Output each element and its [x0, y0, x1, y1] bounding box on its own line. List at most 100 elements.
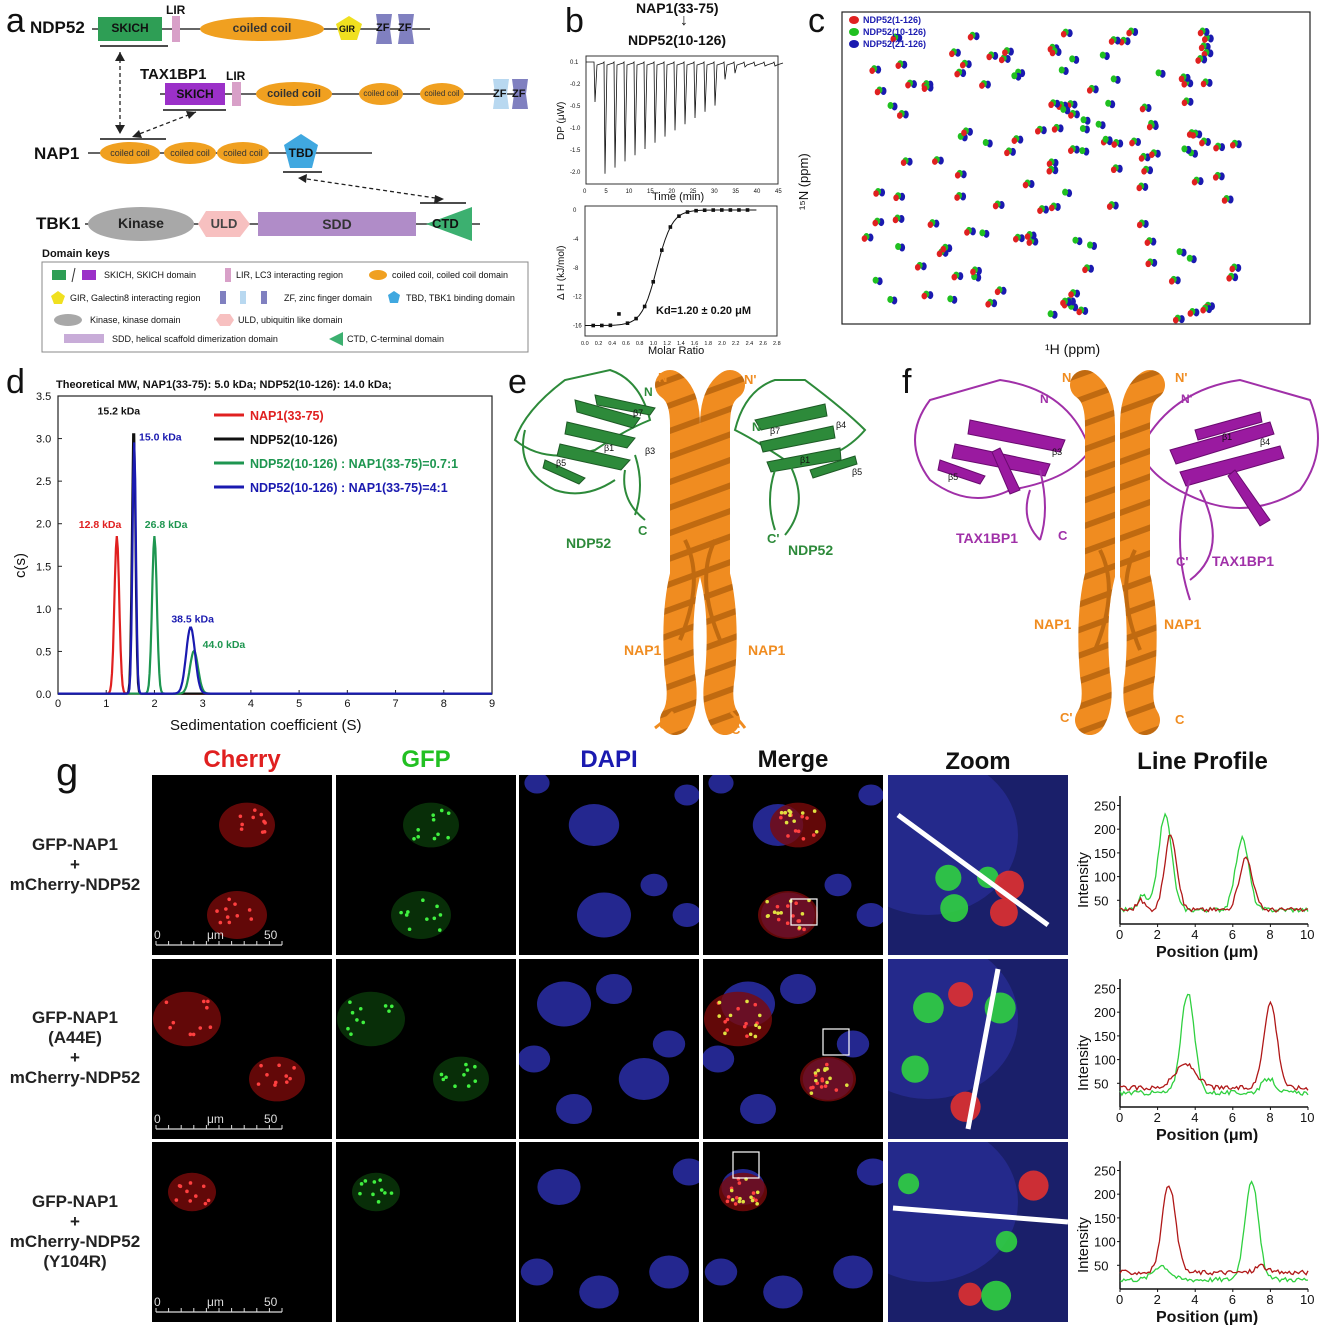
profile-xtick: 10: [1300, 1110, 1314, 1125]
nmr-peak: [1181, 81, 1188, 88]
profile-xtick: 6: [1229, 927, 1236, 942]
auc-ytick: 1.0: [36, 604, 51, 616]
nmr-peak: [967, 33, 974, 41]
profile-xtick: 2: [1154, 1110, 1161, 1125]
row3-label: GFP-NAP1 + mCherry-NDP52 (Y104R): [9, 1192, 141, 1271]
e-b3-left: β3: [645, 446, 656, 456]
nmr-peak: [1139, 105, 1146, 113]
auc-ytick: 3.0: [36, 434, 51, 446]
header-gfp: GFP: [401, 746, 451, 773]
panel-label-g: g: [56, 750, 79, 794]
tax1bp1-nap1-crystal-structure: [914, 370, 1319, 735]
f-b1-right: β1: [1222, 432, 1233, 442]
nmr-peak: [1221, 197, 1228, 204]
nmr-peak: [872, 219, 879, 227]
auc-series-line: [58, 536, 492, 695]
nmr-ylabel: ¹⁵N (ppm): [796, 153, 811, 210]
profile-ytick: 150: [1094, 846, 1116, 861]
itc-bottom-ytick: -16: [573, 324, 582, 330]
itc-bottom-xtick: 0.0: [581, 341, 589, 347]
f-c-prime-label: C': [1176, 554, 1189, 569]
itc-bottom-ylabel: Δ H (kJ/mol): [556, 245, 567, 300]
nmr-peak: [1197, 29, 1204, 37]
nmr-peak: [1046, 160, 1053, 168]
auc-ytick: 2.5: [36, 476, 51, 488]
e-c-bottom: C: [731, 722, 741, 737]
nmr-peak: [874, 88, 881, 96]
nmr-peak: [1145, 260, 1152, 268]
nmr-peak: [1024, 233, 1031, 240]
e-c-label: C: [638, 523, 648, 538]
key-lir: LIR, LC3 interacting region: [236, 270, 344, 280]
profile-xtick: 0: [1116, 927, 1123, 942]
line-profile-plot: 50 100 150 200 250 0 2 4 6 8 10 Intensity Position (…: [1076, 1161, 1314, 1325]
profile-cherry-line: [1119, 834, 1309, 913]
scale-max: 50: [264, 1295, 278, 1309]
f-n-prime-label: N': [1175, 370, 1188, 385]
nmr-peak: [905, 81, 911, 89]
tax1bp1-lir: [232, 82, 241, 106]
nmr-peak: [1176, 248, 1183, 256]
itc-bottom-xtick: 2.4: [746, 341, 754, 347]
itc-data-point: [745, 208, 750, 212]
auc-xtick: 1: [103, 698, 109, 710]
key-ctd: CTD, C-terminal domain: [347, 334, 445, 344]
micrograph-cherry: 0 μm 50: [152, 775, 332, 955]
f-nap1-right-label: NAP1: [1164, 616, 1202, 632]
auc-xtick: 0: [55, 698, 61, 710]
itc-bottom-xtick: 2.8: [773, 341, 781, 347]
itc-top-xlabel: Time (min): [652, 191, 705, 203]
nmr-peak: [1129, 139, 1135, 147]
auc-ytick: 1.5: [36, 561, 51, 573]
profile-ytick: 250: [1094, 981, 1116, 996]
e-b1-left: β1: [604, 443, 615, 453]
nmr-legend-marker: [849, 16, 859, 24]
e-ndp52-n-prime-label: N': [752, 420, 764, 434]
zoom-profile-line: [965, 968, 1001, 1130]
nmr-peak: [1048, 204, 1055, 212]
nmr-peak: [887, 295, 894, 303]
itc-bottom-xtick: 1.8: [704, 341, 712, 347]
micrograph-gfp: [336, 775, 516, 955]
nmr-peak: [1155, 69, 1162, 77]
auc-series-line: [58, 433, 492, 695]
panel-label-b: b: [565, 2, 584, 40]
profile-xtick: 4: [1191, 1292, 1198, 1307]
tbk1-label: TBK1: [36, 214, 81, 233]
nmr-peak: [1079, 124, 1086, 132]
auc-ytick: 0.5: [36, 646, 51, 658]
nmr-peak: [1200, 306, 1206, 314]
itc-data-point: [660, 248, 664, 252]
tax1bp1-coil3-label: coiled coil: [424, 89, 460, 98]
itc-bottom-xtick: 0.8: [636, 341, 644, 347]
tbk1-ctd-label: CTD: [432, 216, 459, 231]
auc-title: Theoretical MW, NAP1(33-75): 5.0 kDa; ND…: [56, 379, 392, 391]
merge-zoom-box: [790, 898, 818, 926]
nmr-peak: [1136, 184, 1143, 192]
micrograph-gfp: [336, 1142, 516, 1322]
tax1bp1-lir-label: LIR: [226, 69, 246, 83]
micrograph-merge: [703, 1142, 883, 1322]
profile-cherry-line: [1119, 1185, 1309, 1276]
scale-zero: 0: [154, 1295, 161, 1309]
itc-bottom-xtick: 1.0: [650, 341, 658, 347]
nmr-peak: [947, 295, 954, 303]
nmr-peak: [914, 264, 921, 271]
profile-xlabel: Position (μm): [1156, 1127, 1258, 1143]
f-nap1-left-label: NAP1: [1034, 616, 1072, 632]
auc-xtick: 2: [151, 698, 157, 710]
tbk1-kinase-label: Kinase: [118, 215, 164, 231]
scale-zero: 0: [154, 1112, 161, 1126]
nmr-peak: [982, 138, 989, 146]
nmr-peak: [1060, 30, 1067, 38]
nmr-peak: [896, 112, 903, 119]
ndp52-gir-label: GIR: [339, 24, 356, 34]
auc-ylabel: c(s): [12, 553, 29, 578]
profile-xtick: 10: [1300, 1292, 1314, 1307]
nmr-peak: [1110, 166, 1117, 174]
header-zoom: Zoom: [945, 748, 1011, 775]
nmr-peak: [1046, 167, 1053, 175]
itc-bottom-ytick: -12: [573, 295, 582, 301]
nmr-peak: [1110, 75, 1117, 83]
itc-top-xtick: 45: [775, 189, 782, 195]
